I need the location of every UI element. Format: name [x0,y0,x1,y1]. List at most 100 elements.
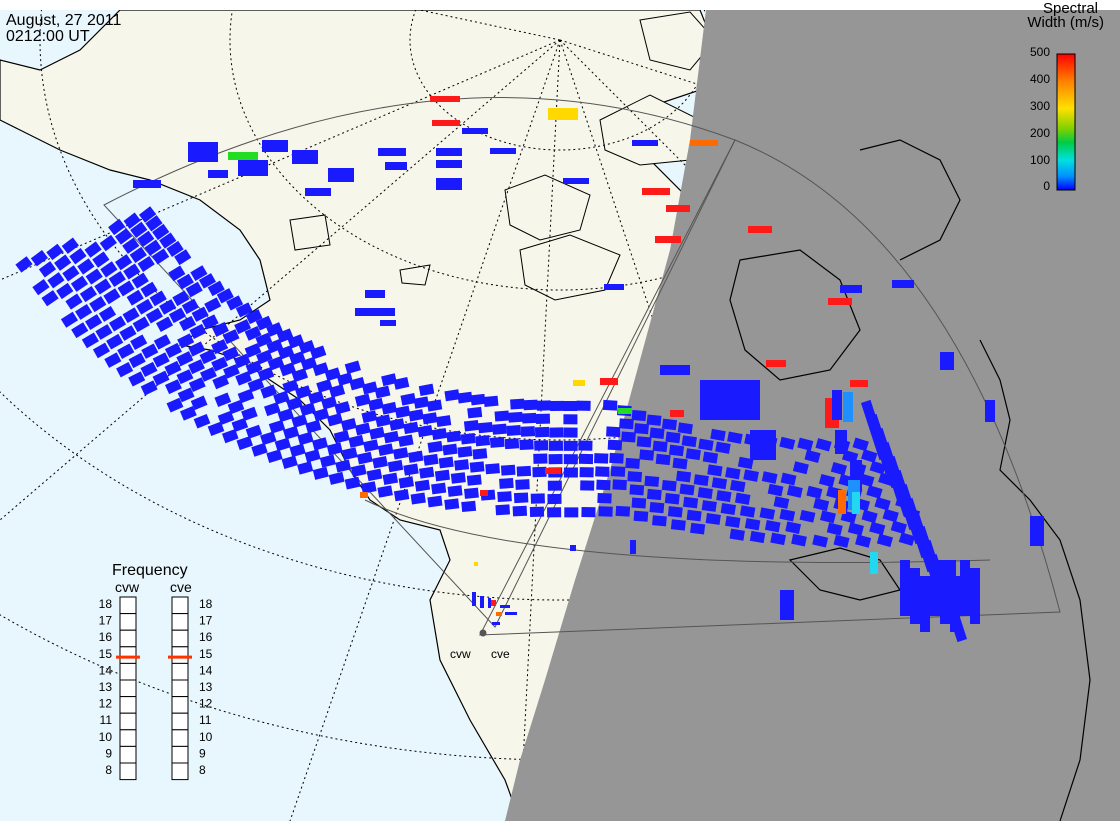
scatter-cell [444,389,459,401]
frequency-label-cve: cve [170,579,192,595]
scatter-cell [436,178,462,190]
scatter-cell [564,441,578,451]
scatter-cell [563,414,577,424]
scatter-cell [501,465,516,476]
frequency-cell [172,630,188,647]
scatter-cell [228,152,258,160]
scatter-cell [490,437,505,448]
scatter-cell [517,466,531,477]
scatter-cell [838,490,846,514]
scatter-cell [472,448,487,459]
scatter-cell [530,507,544,517]
scatter-cell [670,410,684,417]
frequency-scale-label: 9 [199,746,206,760]
scatter-cell [415,480,430,492]
scatter-cell [436,160,462,168]
scatter-cell [444,498,459,510]
scatter-cell [464,488,479,499]
scatter-cell [690,140,718,146]
scatter-cell [461,501,476,512]
scatter-cell [531,493,545,503]
radar-site-label-cvw: cvw [450,647,471,661]
scatter-cell [499,478,514,489]
frequency-scale-label: 18 [199,597,213,611]
frequency-cell [172,763,188,780]
scatter-cell [488,598,491,608]
scatter-cell [467,407,482,419]
scatter-cell [960,560,970,616]
scatter-cell [537,400,551,410]
scatter-cell [550,401,564,411]
scatter-cell [870,552,878,574]
frequency-scale-label: 18 [99,597,113,611]
frequency-scale-label: 14 [199,663,213,677]
scatter-cell [606,426,621,437]
scatter-cell [629,484,644,495]
scatter-cell [470,394,485,406]
island-small-2 [290,215,330,250]
frequency-scale-label: 9 [105,746,112,760]
scatter-cell [462,128,488,134]
scatter-cell [442,444,457,456]
frequency-cell [120,680,136,697]
scatter-cell [594,453,608,464]
scatter-cell [985,400,995,422]
scatter-cell [828,298,852,305]
frequency-cell [172,746,188,763]
frequency-scale-label: 10 [199,730,213,744]
scatter-cell [563,178,589,184]
scatter-cell [843,392,853,422]
scatter-cell [292,150,318,164]
scatter-cell [564,507,578,517]
scatter-cell [852,492,860,514]
scatter-cell [423,454,438,466]
scatter-cell [690,523,705,535]
scatter-cell [427,496,442,508]
scatter-cell [576,401,590,411]
scatter-cell [208,170,228,178]
scatter-cell [662,419,677,431]
scatter-cell [435,470,450,482]
radar-site-marker [480,630,487,637]
scatter-cell [698,487,713,499]
colorbar-tick: 400 [1030,72,1050,86]
scatter-cell [669,445,684,457]
scatter-cell [564,428,578,438]
scatter-cell [652,515,667,526]
frequency-cell [172,614,188,631]
scatter-cell [748,226,772,233]
scatter-cell [496,612,502,616]
frequency-cell [120,597,136,614]
scatter-cell [630,540,636,554]
scatter-cell [454,459,469,471]
frequency-scale-label: 17 [199,614,213,628]
scatter-cell [970,568,980,624]
scatter-cell [480,490,488,496]
scatter-cell [480,596,484,608]
frequency-cell [120,647,136,664]
scatter-cell [535,427,549,437]
scatter-cell [600,378,618,385]
scatter-cell [725,516,740,528]
scatter-cell [495,504,510,515]
scatter-cell [457,392,472,404]
scatter-cell [549,454,563,464]
scatter-cell [612,479,627,490]
scatter-cell [430,96,460,102]
scatter-cell [360,492,368,498]
scatter-cell [730,529,745,541]
scatter-cell [608,440,623,451]
frequency-scale-label: 11 [199,713,212,727]
scatter-cell [649,502,664,513]
scatter-cell [597,493,611,504]
scatter-cell [521,426,535,437]
scatter-cell [500,605,510,608]
frequency-scale-label: 15 [99,647,113,661]
frequency-label-cvw: cvw [115,579,140,595]
scatter-cell [616,506,631,517]
scatter-cell [474,562,478,566]
scatter-cell [439,457,454,469]
scatter-cell [305,188,331,196]
scatter-cell [702,500,717,512]
